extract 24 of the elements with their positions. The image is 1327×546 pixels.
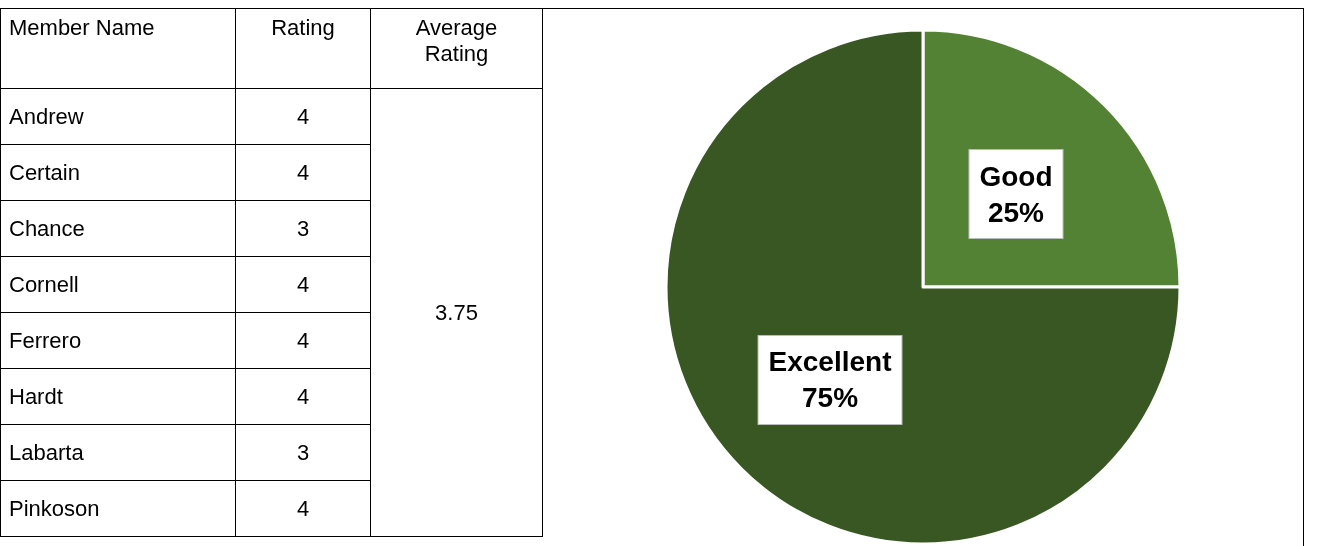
data-label: 4 xyxy=(235,144,371,201)
data-label: 75% xyxy=(801,382,859,414)
text: Average Rating xyxy=(370,8,543,89)
category-label: Pinkoson xyxy=(0,480,236,537)
data-label: 4 xyxy=(235,256,371,313)
data-label: 4 xyxy=(235,88,371,145)
category-label: Cornell xyxy=(0,256,236,313)
category-label: Chance xyxy=(0,200,236,257)
category-label: Ferrero xyxy=(0,312,236,369)
category-label: Labarta xyxy=(0,424,236,481)
category-label: Andrew xyxy=(0,88,236,145)
data-label: 3 xyxy=(235,200,371,257)
text: 3.75 xyxy=(370,88,543,537)
text: Member Name xyxy=(0,8,236,89)
data-label: 4 xyxy=(235,480,371,537)
slice-label: Good xyxy=(979,160,1053,192)
category-label: Hardt xyxy=(0,368,236,425)
data-label: 4 xyxy=(235,312,371,369)
slice-label: Excellent xyxy=(768,346,892,378)
data-label: 3 xyxy=(235,424,371,481)
data-label: 4 xyxy=(235,368,371,425)
category-label: Certain xyxy=(0,144,236,201)
text: Rating xyxy=(235,8,371,89)
data-label: 25% xyxy=(987,196,1045,228)
